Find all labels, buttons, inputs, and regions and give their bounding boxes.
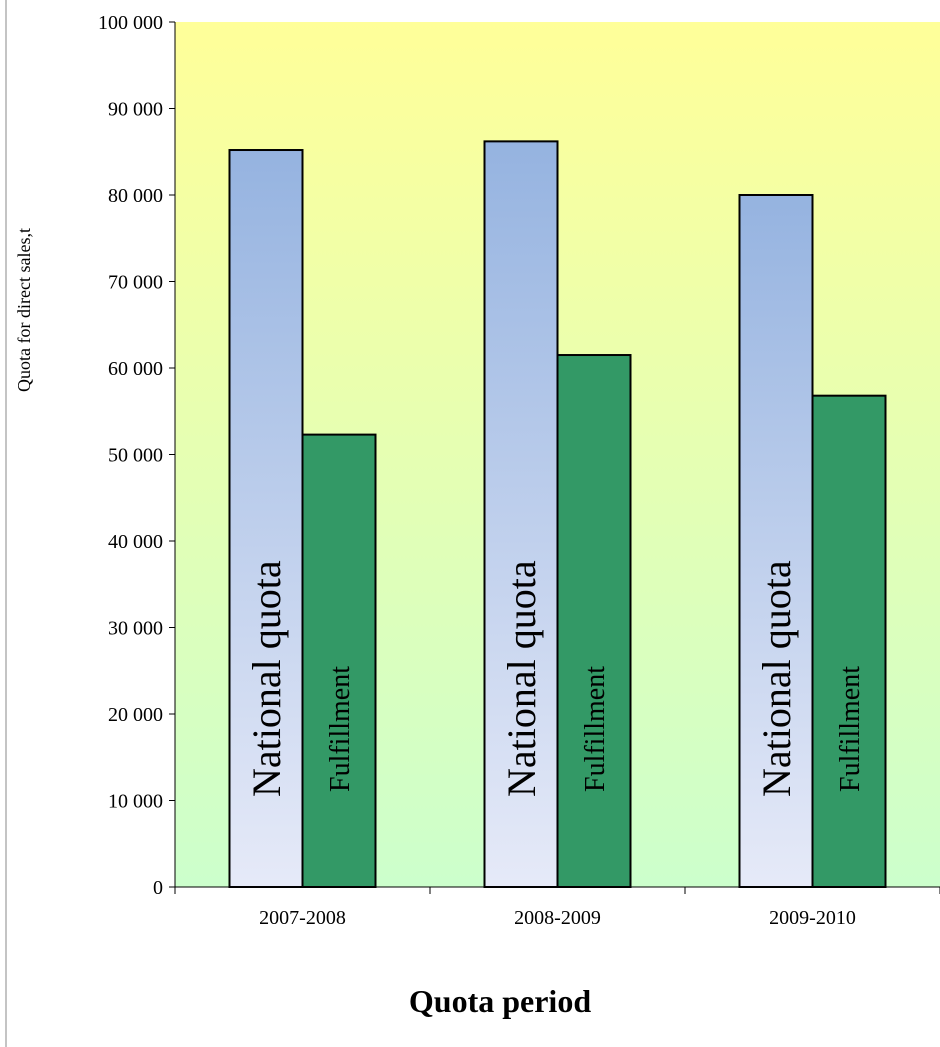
y-tick-label: 60 000 [108, 358, 163, 380]
bar-national-quota [228, 149, 304, 888]
x-category-label: 2008-2009 [514, 907, 601, 929]
y-tick-label: 20 000 [108, 704, 163, 726]
x-categories-group: 2007-2008 2008-2009 2009-2010 [174, 887, 940, 929]
bar-fulfillment [301, 433, 377, 888]
y-tick-label: 30 000 [108, 618, 163, 640]
y-tick-label: 10 000 [108, 791, 163, 813]
bar-label-fulfillment: Fulfillment [835, 666, 866, 792]
bar-label-fulfillment: Fulfillment [325, 666, 356, 792]
y-ticks-group: 0 10 000 20 000 30 000 40 000 50 000 60 000 70 … [98, 12, 175, 899]
bar-national-quota [738, 194, 814, 888]
x-category-label: 2009-2010 [769, 907, 856, 929]
bar-fulfillment [811, 394, 887, 888]
y-tick-label: 80 000 [108, 185, 163, 207]
y-tick-label: 100 000 [98, 12, 163, 34]
y-axis-title: Quota for direct sales,t [14, 228, 34, 392]
bar-labels-group: National quota Fulfillment National quota F… [244, 560, 866, 797]
bar-national-quota [483, 140, 559, 888]
y-tick-label: 40 000 [108, 531, 163, 553]
y-tick-label: 0 [153, 877, 163, 899]
bar-fulfillment [556, 354, 632, 888]
bar-label-national-quota: National quota [754, 560, 799, 797]
bar-label-fulfillment: Fulfillment [580, 666, 611, 792]
bar-label-national-quota: National quota [244, 560, 289, 797]
y-tick-label: 50 000 [108, 445, 163, 467]
y-tick-label: 70 000 [108, 272, 163, 294]
bar-label-national-quota: National quota [499, 560, 544, 797]
x-axis-title: Quota period [409, 983, 591, 1019]
y-tick-label: 90 000 [108, 99, 163, 121]
x-category-label: 2007-2008 [259, 907, 346, 929]
